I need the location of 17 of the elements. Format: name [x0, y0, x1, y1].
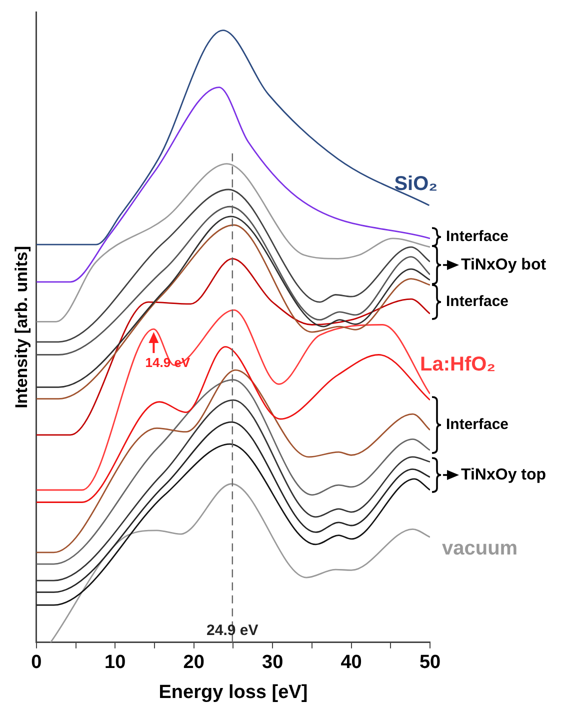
x-tick-label: 0: [31, 652, 42, 674]
text: Interface: [446, 228, 509, 246]
x-tick-label: 50: [419, 652, 441, 674]
text: TiNxOy top: [461, 466, 546, 484]
series-label: La:HfO₂: [420, 353, 496, 376]
ref-line-label: 24.9 eV: [206, 622, 258, 640]
x-axis-title: Energy loss [eV]: [158, 682, 308, 703]
text: Interface: [446, 293, 509, 310]
series-label: vacuum: [442, 538, 518, 560]
series-label: SiO₂: [394, 172, 438, 195]
text: Interface: [446, 416, 509, 434]
x-tick-label: 20: [183, 652, 204, 674]
text: TiNxOy bot: [461, 256, 547, 274]
x-tick-label: 30: [262, 652, 284, 674]
x-tick-label: 40: [340, 652, 362, 674]
x-tick-label: 10: [104, 652, 126, 674]
y-axis-title: Intensity [arb. units]: [12, 246, 31, 408]
